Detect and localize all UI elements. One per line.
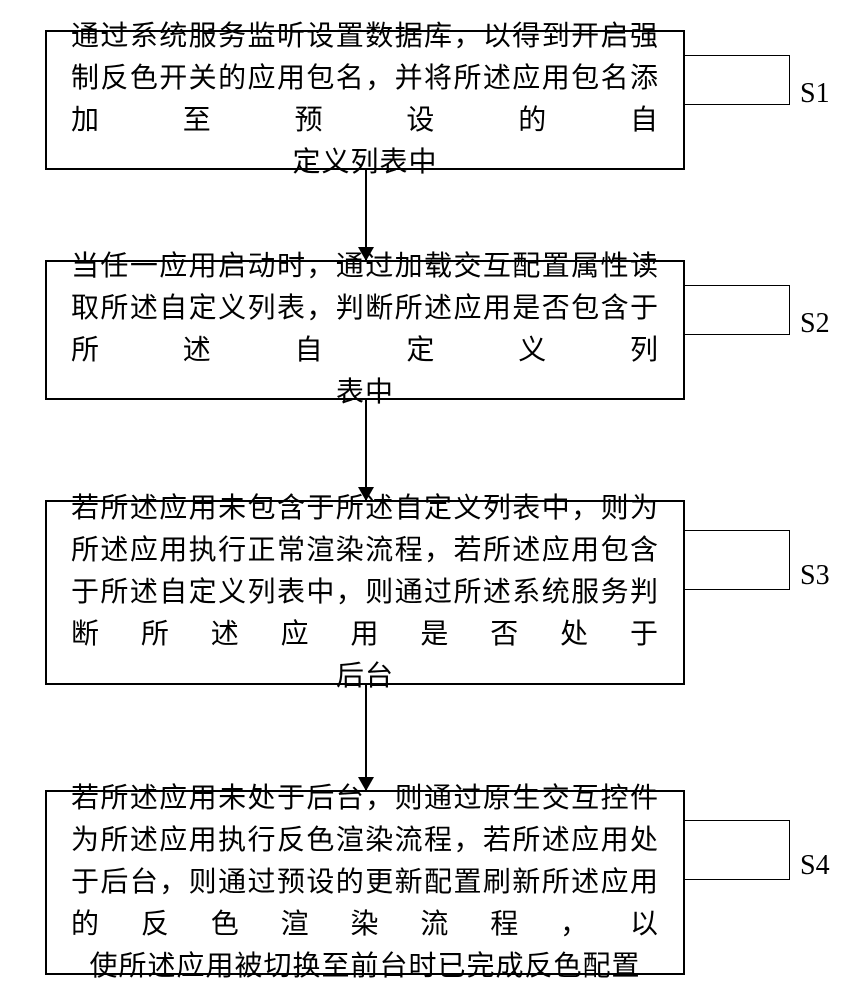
step-box-s3: 若所述应用未包含于所述自定义列表中，则为所述应用执行正常渲染流程，若所述应用包含… — [45, 500, 685, 685]
step-main-s3: 若所述应用未包含于所述自定义列表中，则为所述应用执行正常渲染流程，若所述应用包含… — [71, 493, 659, 650]
step-last-s4: 使所述应用被切换至前台时已完成反色配置 — [71, 946, 659, 988]
arrow-2 — [365, 400, 367, 500]
step-box-s2: 当任一应用启动时，通过加载交互配置属性读取所述自定义列表，判断所述应用是否包含于… — [45, 260, 685, 400]
step-text-s2: 当任一应用启动时，通过加载交互配置属性读取所述自定义列表，判断所述应用是否包含于… — [71, 246, 659, 414]
step-main-s4: 若所述应用未处于后台，则通过原生交互控件为所述应用执行反色渲染流程，若所述应用处… — [71, 783, 659, 940]
flowchart-container: 通过系统服务监听设置数据库，以得到开启强制反色开关的应用包名，并将所述应用包名添… — [0, 0, 868, 1000]
connector-s1 — [685, 55, 790, 105]
connector-s2 — [685, 285, 790, 335]
step-main-s1: 通过系统服务监听设置数据库，以得到开启强制反色开关的应用包名，并将所述应用包名添… — [71, 21, 659, 136]
arrow-3 — [365, 685, 367, 790]
step-label-s4: S4 — [800, 850, 830, 882]
step-box-s1: 通过系统服务监听设置数据库，以得到开启强制反色开关的应用包名，并将所述应用包名添… — [45, 30, 685, 170]
step-text-s4: 若所述应用未处于后台，则通过原生交互控件为所述应用执行反色渲染流程，若所述应用处… — [71, 778, 659, 988]
step-label-s1: S1 — [800, 78, 830, 110]
connector-s4 — [685, 820, 790, 880]
step-label-s2: S2 — [800, 308, 830, 340]
step-box-s4: 若所述应用未处于后台，则通过原生交互控件为所述应用执行反色渲染流程，若所述应用处… — [45, 790, 685, 975]
step-text-s3: 若所述应用未包含于所述自定义列表中，则为所述应用执行正常渲染流程，若所述应用包含… — [71, 488, 659, 698]
connector-s3 — [685, 530, 790, 590]
step-main-s2: 当任一应用启动时，通过加载交互配置属性读取所述自定义列表，判断所述应用是否包含于… — [71, 251, 659, 366]
step-text-s1: 通过系统服务监听设置数据库，以得到开启强制反色开关的应用包名，并将所述应用包名添… — [71, 16, 659, 184]
step-label-s3: S3 — [800, 560, 830, 592]
